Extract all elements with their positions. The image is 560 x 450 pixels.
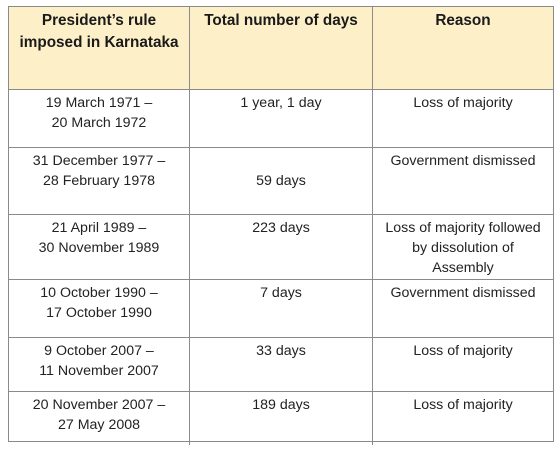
- header-reason: Reason: [373, 7, 553, 90]
- cell-days: 189 days: [190, 392, 373, 445]
- header-period: President’s rule imposed in Karnataka: [9, 7, 190, 90]
- cell-days: 7 days: [190, 280, 373, 338]
- cell-days: 1 year, 1 day: [190, 90, 373, 148]
- cell-reason: Government dismissed: [373, 280, 553, 338]
- cell-reason: Loss of majority: [373, 90, 553, 148]
- cell-reason: Loss of majority: [413, 397, 513, 413]
- header-total-days: Total number of days: [190, 7, 373, 90]
- cell-period: 21 April 1989 – 30 November 1989: [9, 215, 190, 280]
- presidents-rule-table: President’s rule imposed in Karnataka To…: [8, 6, 554, 445]
- cell-period: 10 October 1990 – 17 October 1990: [9, 280, 190, 338]
- cell-days: 59 days: [190, 148, 373, 215]
- cell-reason: Loss of majority: [373, 338, 553, 392]
- cell-period: 9 October 2007 – 11 November 2007: [9, 338, 190, 392]
- cell-period: 19 March 1971 – 20 March 1972: [9, 90, 190, 148]
- cell-days: 33 days: [190, 338, 373, 392]
- cell-period: 31 December 1977 – 28 February 1978: [9, 148, 190, 215]
- cell-days: 223 days: [190, 215, 373, 280]
- cell-reason: Government dismissed: [373, 148, 553, 215]
- cell-period: 20 November 2007 – 27 May 2008: [9, 392, 190, 445]
- cell-reason: Loss of majority followed by dissolution…: [373, 215, 553, 280]
